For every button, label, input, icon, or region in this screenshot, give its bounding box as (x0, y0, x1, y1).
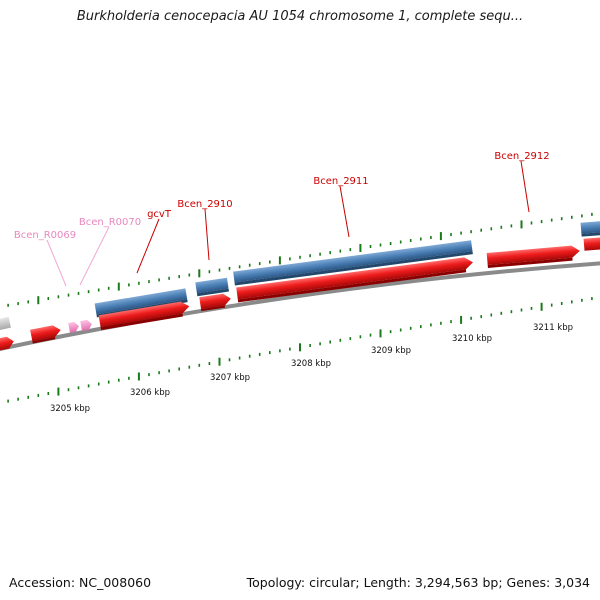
gene-arrow-small[interactable] (30, 324, 62, 344)
cds-bar-3[interactable] (233, 240, 473, 286)
map-title: Burkholderia cenocepacia AU 1054 chromos… (76, 9, 524, 24)
leader-line-bcen-2911 (339, 185, 350, 238)
gene-gray-partial[interactable] (0, 316, 11, 331)
scale-label-3208: 3208 kbp (291, 359, 331, 369)
upper-tick-row (7, 212, 593, 307)
leader-line-bcen-r0070 (79, 226, 110, 286)
gene-arrow-gcvt[interactable] (98, 300, 191, 331)
scale-label-3211: 3211 kbp (533, 323, 573, 333)
gene-arrow-partial-left[interactable] (0, 335, 15, 352)
gene-arrow-bcen-2910[interactable] (199, 293, 232, 312)
scale-label-3210: 3210 kbp (452, 334, 492, 344)
scale-label-3207: 3207 kbp (210, 373, 250, 383)
lower-tick-row (7, 297, 593, 403)
leader-line-bcen-r0069 (46, 239, 67, 287)
gene-arrow-partial-right[interactable] (583, 237, 600, 251)
scale-label-3209: 3209 kbp (371, 346, 411, 356)
sequence-backbone (0, 261, 600, 351)
gene-label-bcen-2911[interactable]: Bcen_2911 (313, 176, 368, 187)
gene-label-bcen-r0069[interactable]: Bcen_R0069 (14, 230, 76, 241)
gene-arrow-bcen-2912[interactable] (486, 245, 581, 268)
rna-gene-bcen-r0069[interactable] (68, 321, 80, 333)
gene-label-bcen-r0070[interactable]: Bcen_R0070 (79, 217, 141, 228)
leader-line-gcvt (136, 218, 160, 274)
leader-line-bcen-2912 (520, 160, 530, 213)
summary-text: Topology: circular; Length: 3,294,563 bp… (246, 575, 590, 590)
scale-label-3206: 3206 kbp (130, 388, 170, 398)
gene-label-gcvt[interactable]: gcvT (147, 209, 172, 220)
gene-arrow-bcen-2911[interactable] (236, 256, 474, 303)
accession-text: Accession: NC_008060 (9, 575, 152, 590)
gene-label-bcen-2912[interactable]: Bcen_2912 (494, 151, 549, 162)
gene-label-bcen-2910[interactable]: Bcen_2910 (177, 199, 232, 210)
leader-line-bcen-2910 (204, 208, 210, 261)
cds-bar-4[interactable] (580, 220, 600, 237)
scale-label-3205: 3205 kbp (50, 404, 90, 414)
cds-bar-2[interactable] (195, 277, 230, 297)
rna-gene-bcen-r0070[interactable] (80, 319, 93, 331)
